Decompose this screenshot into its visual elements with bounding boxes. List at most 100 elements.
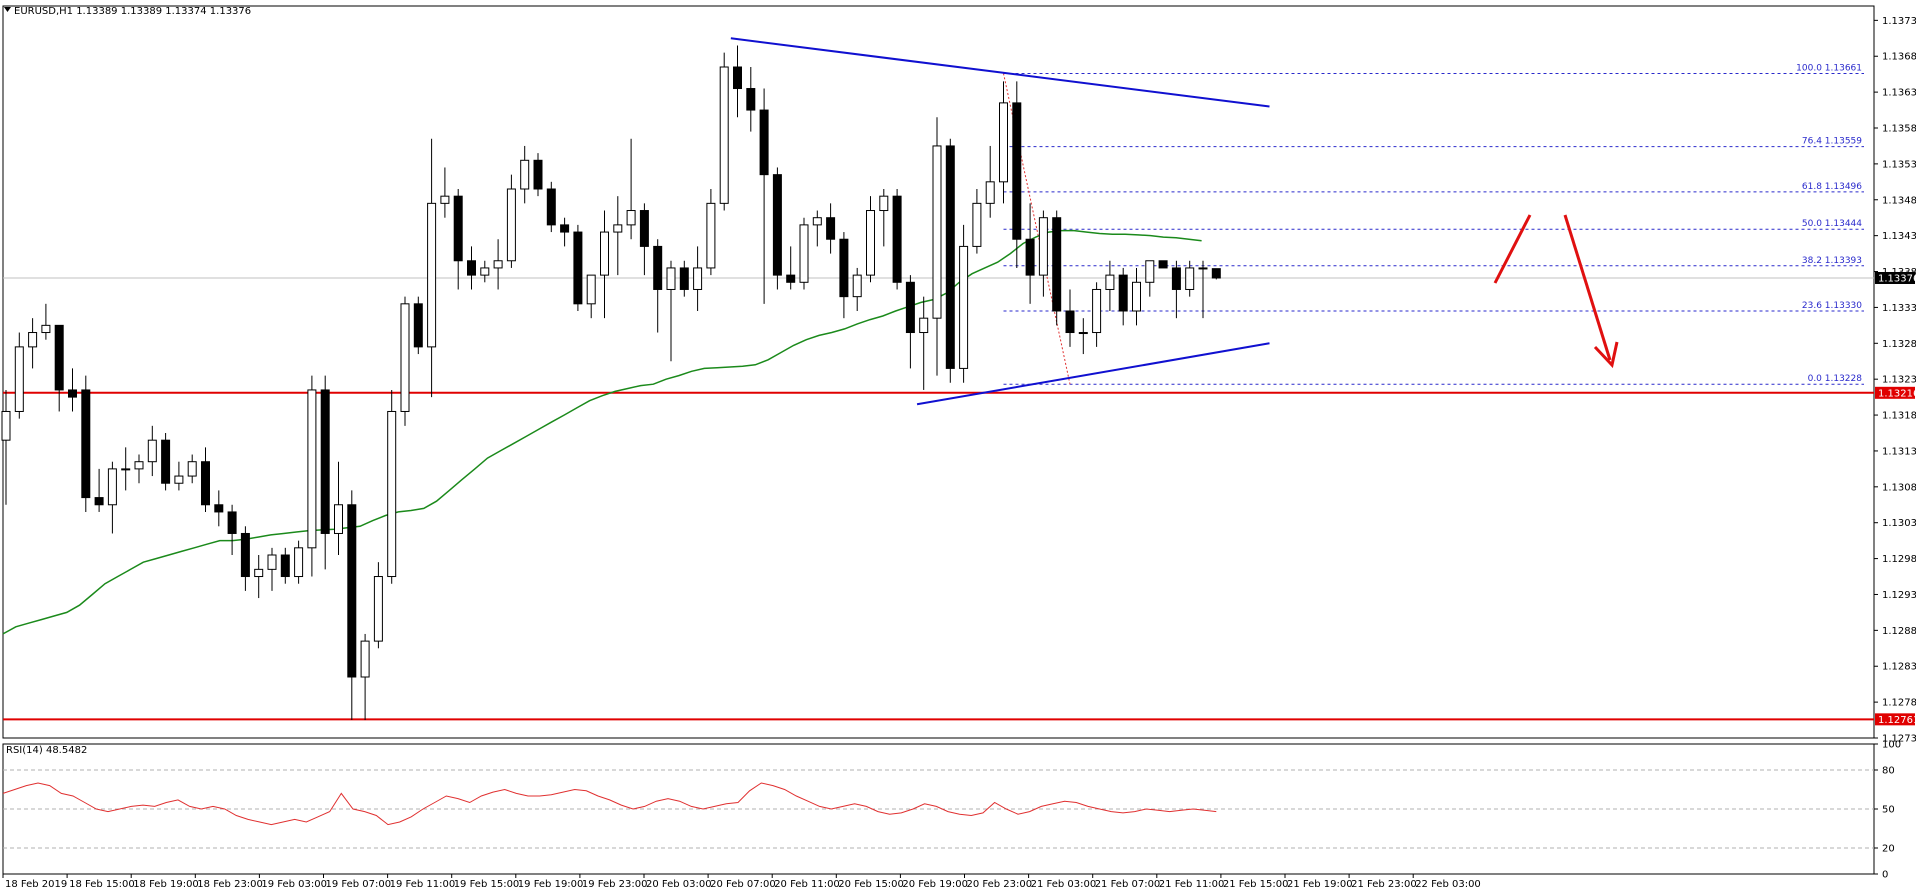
candle <box>905 275 915 369</box>
candle-body <box>905 281 915 334</box>
candle <box>68 368 77 412</box>
candle <box>879 189 889 247</box>
candle-body <box>626 210 636 226</box>
candle <box>227 504 237 555</box>
candle-body <box>1092 288 1102 334</box>
candle-body <box>254 568 264 578</box>
candle <box>560 217 570 247</box>
main-panel-border <box>2 5 1875 739</box>
candle-body <box>786 274 796 283</box>
fibonacci-retracement[interactable]: 100.0 1.13661 76.4 1.13559 61.8 1.13496 50.… <box>1003 63 1865 385</box>
candle <box>174 461 184 491</box>
candle-body <box>919 317 929 334</box>
x-tick-label: 21 Feb 15:00 <box>1223 879 1289 890</box>
candle-body <box>400 303 410 412</box>
candle <box>201 447 210 512</box>
candle-body <box>320 389 330 534</box>
candle <box>985 145 995 218</box>
candle-body <box>373 576 383 642</box>
x-tick-label: 20 Feb 23:00 <box>967 879 1033 890</box>
candle <box>360 633 370 721</box>
rsi-tick-label: 0 <box>1882 870 1888 881</box>
candle-body <box>866 210 875 276</box>
x-tick-label: 21 Feb 11:00 <box>1159 879 1225 890</box>
x-tick-label: 20 Feb 11:00 <box>774 879 840 890</box>
candle <box>972 189 982 254</box>
candle-body <box>533 159 543 190</box>
x-tick-label: 18 Feb 15:00 <box>69 879 135 890</box>
candle <box>1118 267 1128 326</box>
candle-body <box>480 267 490 276</box>
candle-body <box>1078 332 1088 335</box>
trendlines[interactable] <box>730 37 1270 406</box>
support-price-tag <box>1875 386 1915 399</box>
x-tick-label: 19 Feb 07:00 <box>326 879 392 890</box>
candle <box>506 174 516 268</box>
y-tick-label: 1.12885 <box>1882 626 1916 637</box>
candle-body <box>280 554 290 578</box>
x-tick-label: 19 Feb 11:00 <box>390 879 456 890</box>
candle <box>161 433 171 491</box>
candle-body <box>812 217 822 226</box>
candle-body <box>307 389 317 549</box>
candle <box>413 296 423 355</box>
candle-body <box>679 267 689 290</box>
candle <box>387 389 397 584</box>
candle <box>1145 260 1155 297</box>
candle-body <box>161 439 171 484</box>
y-tick-label: 1.12735 <box>1882 734 1916 745</box>
candle <box>134 454 144 484</box>
candle-body <box>68 389 77 398</box>
candle <box>280 547 290 584</box>
candle-body <box>733 66 742 90</box>
candle <box>1158 260 1168 269</box>
candle <box>999 81 1008 204</box>
candle <box>1132 267 1141 326</box>
candle <box>54 324 64 412</box>
forecast-arrows <box>1493 214 1619 369</box>
caret-down-icon[interactable] <box>4 7 11 12</box>
rsi-header: RSI(14) 48.5482 <box>6 745 87 756</box>
candlesticks <box>1 45 1221 721</box>
candle <box>480 260 490 283</box>
candle <box>945 138 955 383</box>
y-tick-label: 1.13735 <box>1882 16 1916 27</box>
candle-body <box>413 303 423 348</box>
candle <box>467 246 476 290</box>
rsi-tick-label: 80 <box>1882 766 1895 777</box>
fib-level-label: 100.0 1.13661 <box>1796 63 1862 73</box>
candle <box>600 210 609 319</box>
candle-body <box>852 274 862 298</box>
candle-body <box>121 468 131 471</box>
y-tick-label: 1.13435 <box>1882 231 1916 242</box>
candle <box>94 468 104 512</box>
candle-body <box>107 468 117 506</box>
candle <box>214 490 224 527</box>
candle <box>679 260 689 297</box>
rsi-panel: 100 80 50 20 0 <box>2 740 1901 881</box>
candle-body <box>427 202 437 348</box>
moving-average-line <box>2 229 1202 635</box>
candle-body <box>719 66 729 204</box>
candle <box>1198 260 1208 319</box>
candle <box>1052 210 1062 326</box>
candle <box>320 375 330 570</box>
candle <box>1185 260 1195 297</box>
candle <box>1065 289 1075 347</box>
candle-body <box>1198 267 1208 270</box>
x-tick-label: 18 Feb 2019 <box>5 879 67 890</box>
candle-body <box>1185 267 1195 290</box>
candle-body <box>1052 217 1062 312</box>
y-tick-label: 1.12835 <box>1882 662 1916 673</box>
y-tick-label: 1.13485 <box>1882 195 1916 206</box>
candle <box>799 217 809 290</box>
y-tick-label: 1.12935 <box>1882 590 1916 601</box>
candle <box>107 461 117 534</box>
candle-body <box>1065 310 1075 334</box>
candle-body <box>746 88 756 111</box>
candle <box>733 45 742 118</box>
x-tick-label: 21 Feb 19:00 <box>1287 879 1353 890</box>
candle-body <box>28 332 38 348</box>
candle-body <box>267 554 277 570</box>
